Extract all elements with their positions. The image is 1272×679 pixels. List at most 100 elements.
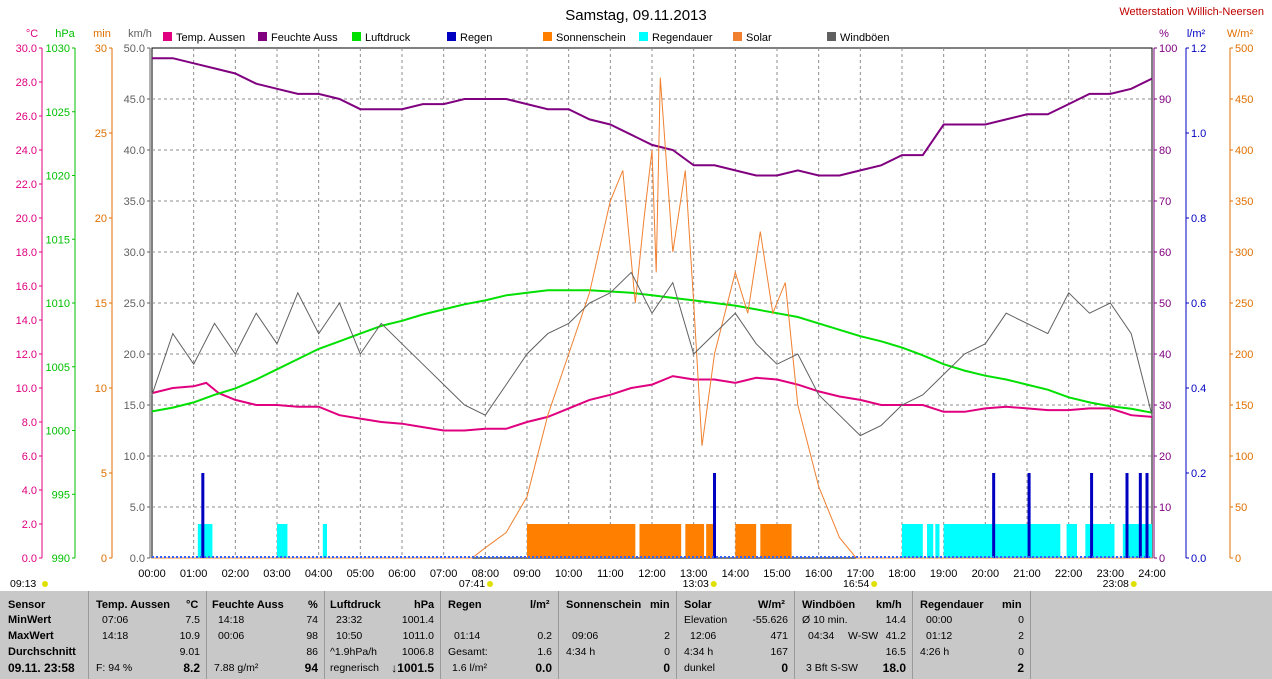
left-axis-tick-label: 1000 (46, 426, 70, 438)
sonne-unit: min (650, 599, 670, 611)
right-axis-tick-label: 20 (1159, 451, 1171, 463)
right-axis-tick-label: 450 (1235, 94, 1253, 106)
temp-max-time: 14:18 (102, 630, 129, 642)
temp-header: Temp. Aussen (96, 599, 170, 611)
x-tick-label: 10:00 (555, 568, 583, 580)
col-regendauer: Regendauer min 00:00 0 01:12 2 4:26 h 0 … (912, 591, 1031, 679)
feuchte-absolute: 7.88 g/m² (214, 662, 259, 674)
wind-beaufort: 3 Bft S-SW (806, 662, 858, 674)
x-tick-label: 07:00 (430, 568, 458, 580)
legend-swatch (163, 32, 172, 41)
luftdruck-header: Luftdruck (330, 599, 381, 611)
chart-lines (151, 57, 1153, 559)
left-axis-tick-label: 16.0 (16, 281, 37, 293)
legend-swatch (352, 32, 361, 41)
left-axis-tick-label: 15.0 (124, 400, 145, 412)
right-axis-tick-label: 10 (1159, 502, 1171, 514)
x-tick-label: 06:00 (388, 568, 416, 580)
feuchte-unit: % (308, 599, 318, 611)
left-axis-tick-label: 6.0 (22, 451, 37, 463)
right-axis-tick-label: 100 (1235, 451, 1253, 463)
series-regendauer-block (197, 524, 213, 558)
legend-swatch (258, 32, 267, 41)
row-label-current: 09.11. 23:58 (8, 661, 75, 675)
luftdruck-trend: ^1.9hPa/h (330, 646, 377, 658)
right-axis-tick-label: 0.0 (1191, 553, 1206, 565)
regendauer-max-value: 2 (1018, 630, 1024, 642)
regen-header: Regen (448, 599, 482, 611)
left-axis-tick-label: 10 (95, 383, 107, 395)
series-sonnenschein-block (760, 524, 792, 558)
luftdruck-max-time: 10:50 (336, 630, 363, 642)
series-regendauer-block (935, 524, 940, 558)
summary-panel: Sensor MinWert MaxWert Durchschnitt 09.1… (0, 591, 1272, 679)
chart-legend: Temp. Aussen Feuchte Auss Luftdruck Regen So… (163, 32, 890, 44)
left-axis-tick-label: 12.0 (16, 349, 37, 361)
feuchte-current-value: 94 (304, 661, 318, 675)
solar-elevation-label: Elevation (684, 614, 728, 626)
feuchte-max-value: 98 (306, 630, 318, 642)
regen-unit: l/m² (530, 599, 550, 611)
right-axis-tick-label: 0 (1235, 553, 1241, 565)
regendauer-min-value: 0 (1018, 614, 1024, 626)
solar-max-value: 471 (770, 630, 788, 642)
sensor-header: Sensor (8, 599, 46, 611)
time-marker-label: 07:41 (459, 578, 485, 590)
row-label-max: MaxWert (8, 630, 54, 642)
weather-chart: 00:00 01:00 02:00 03:00 04:00 05:00 06:00 07:00… (10, 6, 1264, 590)
temp-max-value: 10.9 (179, 630, 200, 642)
right-axis-tick-label: 400 (1235, 145, 1253, 157)
feuchte-max-time: 00:06 (218, 630, 245, 642)
left-axis-tick-label: 1010 (46, 298, 70, 310)
x-tick-label: 16:00 (805, 568, 833, 580)
wind-avg-label: Ø 10 min. (802, 614, 848, 626)
left-axis-tick-label: 995 (52, 489, 70, 501)
left-axis-tick-label: 0.0 (130, 553, 145, 565)
left-axis-tick-label: 990 (52, 553, 70, 565)
right-axis-tick-label: 1.2 (1191, 43, 1206, 55)
x-tick-label: 15:00 (763, 568, 791, 580)
left-axis-tick-label: 5.0 (130, 502, 145, 514)
feuchte-header: Feuchte Auss (212, 599, 284, 611)
x-tick-label: 01:00 (180, 568, 208, 580)
regendauer-unit: min (1002, 599, 1022, 611)
luftdruck-forecast: regnerisch (330, 662, 380, 674)
legend-label: Regendauer (652, 32, 713, 44)
series-feuchte-auss-line (152, 57, 1153, 177)
series-solar-line (152, 77, 1152, 559)
wind-avg-value: 16.5 (885, 646, 906, 658)
left-axis-tick-label: 40.0 (124, 145, 145, 157)
left-axis-tick-label: 1025 (46, 107, 70, 119)
left-axis-tick-label: 20.0 (16, 213, 37, 225)
right-axis-tick-label: 40 (1159, 349, 1171, 361)
x-tick-label: 13:00 (680, 568, 708, 580)
left-axis-tick-label: 20.0 (124, 349, 145, 361)
legend-swatch (827, 32, 836, 41)
sonne-total: 4:34 h (566, 646, 596, 658)
luftdruck-min-time: 23:32 (336, 614, 363, 626)
regen-sum: 1.6 l/m² (452, 662, 488, 674)
legend-swatch (543, 32, 552, 41)
regendauer-max-time: 01:12 (926, 630, 953, 642)
chart-title: Samstag, 09.11.2013 (565, 7, 707, 24)
series-regendauer-block (1066, 524, 1077, 558)
right-axis-tick-label: 70 (1159, 196, 1171, 208)
left-axis-tick-label: 1020 (46, 171, 70, 183)
sonne-max-value: 2 (664, 630, 670, 642)
sonne-max-time: 09:06 (572, 630, 599, 642)
left-axis-unit: min (93, 28, 111, 40)
left-axis-tick-label: 15 (95, 298, 107, 310)
series-luftdruck-line (151, 289, 1153, 414)
left-axis-tick-label: 28.0 (16, 77, 37, 89)
x-tick-label: 14:00 (722, 568, 750, 580)
luftdruck-max-value: 1011.0 (402, 630, 434, 642)
row-label-min: MinWert (8, 614, 52, 626)
temp-min-time: 07:06 (102, 614, 129, 626)
col-wind: Windböen km/h Ø 10 min. 14.4 04:34 W-SW … (794, 591, 913, 679)
col-solar: Solar W/m² Elevation -55.626 12:06 471 4… (676, 591, 795, 679)
x-tick-label: 08:00 (472, 568, 500, 580)
wind-header: Windböen (802, 599, 856, 611)
left-axis-tick-label: 22.0 (16, 179, 37, 191)
legend-label: Feuchte Auss (271, 32, 338, 44)
x-tick-label: 04:00 (305, 568, 333, 580)
